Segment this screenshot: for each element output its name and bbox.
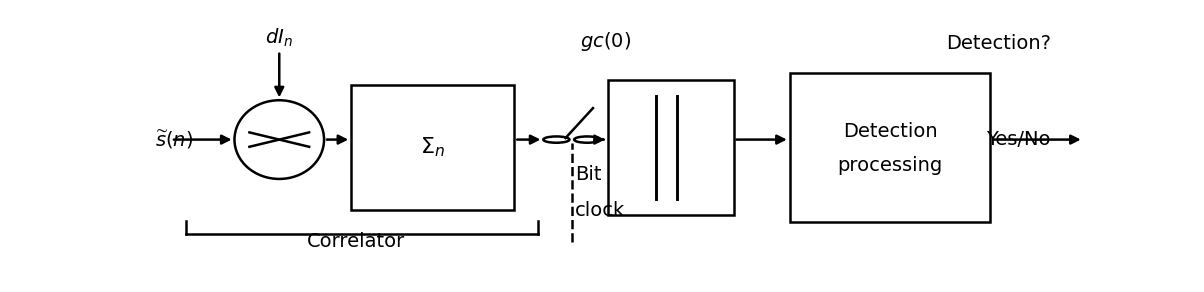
- Text: $\Sigma_n$: $\Sigma_n$: [420, 136, 445, 159]
- Text: processing: processing: [837, 156, 943, 175]
- Text: Detection?: Detection?: [946, 34, 1051, 53]
- Text: $dI_n$: $dI_n$: [265, 26, 294, 48]
- Text: Detection: Detection: [843, 122, 937, 141]
- Bar: [352, 84, 514, 211]
- Text: Yes/No: Yes/No: [986, 130, 1051, 149]
- Text: $gc(0)$: $gc(0)$: [580, 30, 631, 53]
- Text: $\widetilde{s}(n)$: $\widetilde{s}(n)$: [155, 128, 194, 151]
- Bar: [608, 80, 733, 215]
- Bar: [790, 73, 991, 222]
- Text: Correlator: Correlator: [307, 232, 405, 251]
- Text: Bit: Bit: [576, 165, 602, 184]
- Text: clock: clock: [576, 201, 625, 220]
